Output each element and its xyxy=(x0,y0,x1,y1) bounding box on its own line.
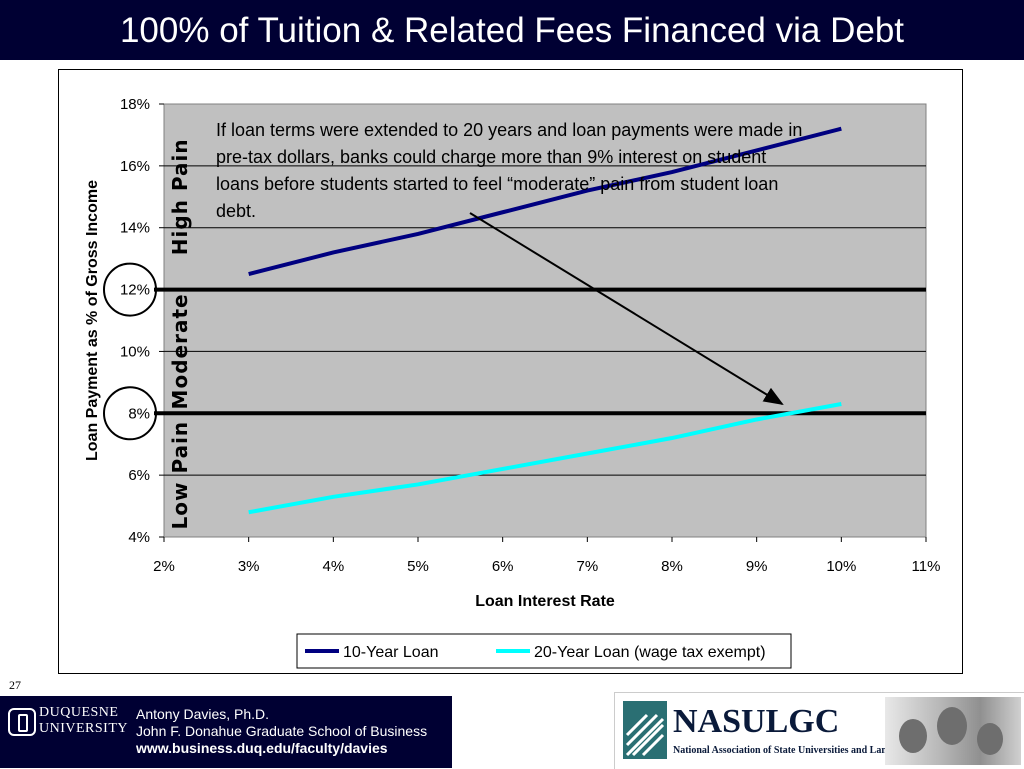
legend-label: 10-Year Loan xyxy=(343,644,439,661)
series-line xyxy=(248,402,842,515)
pain-zone-label: Moderate xyxy=(168,293,192,409)
x-tick-label: 6% xyxy=(492,558,514,575)
university-name-line-1: DUQUESNE xyxy=(39,705,119,720)
y-tick-label: 16% xyxy=(120,158,150,175)
x-tick-label: 11% xyxy=(912,558,941,575)
author-url: www.business.duq.edu/faculty/davies xyxy=(136,740,388,756)
x-tick-label: 7% xyxy=(576,558,598,575)
org-full-name: National Association of State Universiti… xyxy=(673,745,960,756)
nasulgc-emblem-icon xyxy=(623,701,667,759)
y-tick-label: 4% xyxy=(128,529,150,546)
y-axis-title: Loan Payment as % of Gross Income xyxy=(84,180,101,461)
x-axis-title: Loan Interest Rate xyxy=(475,593,615,610)
x-tick-label: 9% xyxy=(746,558,768,575)
y-tick-label: 6% xyxy=(128,467,150,484)
university-name-line-2: UNIVERSITY xyxy=(39,721,128,736)
author-school: John F. Donahue Graduate School of Busin… xyxy=(136,723,428,739)
slide-title: 100% of Tuition & Related Fees Financed … xyxy=(0,0,1024,60)
legend-box xyxy=(296,633,792,669)
y-tick-label: 8% xyxy=(128,405,150,422)
slide-number: 27 xyxy=(9,678,21,692)
pain-zone-label: Low Pain xyxy=(168,421,192,530)
x-tick-label: 5% xyxy=(407,558,429,575)
series-line xyxy=(248,126,842,277)
duquesne-footer: DUQUESNE UNIVERSITY Antony Davies, Ph.D.… xyxy=(0,696,452,768)
line-chart: 4% 6% 8% 10% 12% 14% 16% 18% 2% 3% 4% 5% 6% 7% 8% 9% 10%… xyxy=(84,96,941,669)
x-tick-label: 10% xyxy=(826,558,856,575)
plot-background xyxy=(163,103,927,538)
author-name: Antony Davies, Ph.D. xyxy=(136,706,270,722)
y-tick-label: 18% xyxy=(120,96,150,113)
y-tick-label: 12% xyxy=(120,282,150,299)
legend-label: 20-Year Loan (wage tax exempt) xyxy=(534,644,766,661)
y-tick-label: 10% xyxy=(120,343,150,360)
y-tick-label: 14% xyxy=(120,220,150,237)
duquesne-seal-icon xyxy=(8,708,36,736)
x-tick-label: 8% xyxy=(661,558,683,575)
org-name: NASULGC xyxy=(673,703,840,740)
pain-zone-label: High Pain xyxy=(168,138,192,255)
x-tick-label: 3% xyxy=(238,558,260,575)
tick-highlight-circle xyxy=(103,262,157,317)
university-name: DUQUESNE UNIVERSITY xyxy=(39,705,128,737)
tick-highlight-circle xyxy=(103,386,157,441)
author-info: Antony Davies, Ph.D. John F. Donahue Gra… xyxy=(136,706,427,740)
graduates-photo xyxy=(885,697,1021,765)
annotation-text: If loan terms were extended to 20 years … xyxy=(216,120,802,221)
annotation-arrow xyxy=(469,212,784,406)
x-tick-label: 4% xyxy=(322,558,344,575)
nasulgc-logo: NASULGC National Association of State Un… xyxy=(614,692,1024,769)
x-tick-label: 2% xyxy=(153,558,175,575)
chart-area: 4% 6% 8% 10% 12% 14% 16% 18% 2% 3% 4% 5% 6% 7% 8% 9% 10%… xyxy=(58,69,963,674)
